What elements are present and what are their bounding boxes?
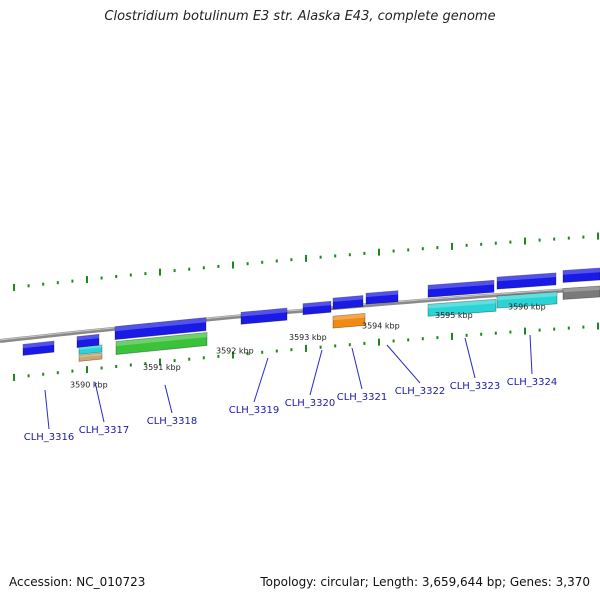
scale-label-3592: 3592 kbp: [216, 347, 254, 356]
leader-line-clh_3320: [309, 349, 323, 396]
backbone-ring: [0, 286, 600, 343]
scale-label-3595: 3595 kbp: [435, 311, 473, 320]
gene-clh-3317-cyan: [78, 344, 103, 355]
gene-labels: CLH_3316 CLH_3317 CLH_3318 CLH_3319 CLH_3320…: [24, 334, 558, 443]
gene-clh-3317-tan-shine: [79, 353, 102, 358]
accession-text: Accession: NC_010723: [9, 575, 146, 589]
gene-clh-3316: [22, 340, 55, 356]
leader-line-clh_3321: [351, 347, 363, 390]
gene-next: [562, 267, 600, 283]
gene-clh-3317-shine: [77, 334, 99, 341]
gene-label-clh_3316: CLH_3316: [24, 432, 75, 443]
leader-line-clh_3324: [529, 334, 533, 375]
outer-tick-ring: [13, 232, 599, 291]
gene-label-clh_3318: CLH_3318: [147, 416, 198, 427]
gene-clh-3316-shine: [23, 341, 54, 349]
gene-clh-3318: [114, 317, 207, 341]
gene-clh-3318-shine: [115, 317, 206, 332]
gene-clh-3323-shine: [428, 299, 496, 309]
gene-clh-3320: [302, 300, 332, 316]
gene-clh-3321a-shine: [333, 295, 363, 302]
scale-label-3591: 3591 kbp: [143, 363, 181, 372]
scale-label-3590: 3590 kbp: [70, 380, 108, 389]
gene-clh-3321a: [332, 295, 364, 310]
gene-clh-3323a-shine: [428, 280, 494, 290]
gene-clh-3318-green: [115, 332, 208, 355]
gene-clh-3321-shine: [333, 313, 365, 321]
gene-clh-3324a: [496, 272, 557, 290]
gene-clh-3323a: [427, 279, 495, 298]
gene-clh-3317-cyan-shine: [79, 345, 102, 350]
gene-clh-3320-shine: [303, 301, 331, 308]
inner-tick-ring: [13, 322, 599, 381]
scale-label-3596: 3596 kbp: [508, 302, 546, 311]
gene-clh-3324a-shine: [497, 272, 556, 282]
map-title: Clostridium botulinum E3 str. Alaska E43…: [104, 9, 496, 24]
gene-label-clh_3317: CLH_3317: [79, 425, 130, 436]
gene-next-shine: [563, 268, 600, 275]
gene-label-clh_3319: CLH_3319: [229, 405, 280, 416]
leader-line-clh_3323: [464, 337, 476, 379]
gene-label-clh_3323: CLH_3323: [450, 381, 501, 392]
gene-clh-3317: [76, 333, 100, 349]
gene-label-clh_3324: CLH_3324: [507, 377, 558, 388]
gene-gray: [562, 285, 600, 300]
topology-text: Topology: circular; Length: 3,659,644 bp…: [260, 575, 590, 589]
gene-clh-3318-green-shine: [116, 332, 207, 347]
leader-line-clh_3319: [253, 357, 269, 403]
scale-label-3593: 3593 kbp: [289, 333, 327, 342]
scale-label-3594: 3594 kbp: [362, 322, 400, 331]
gene-clh-3321: [332, 312, 366, 329]
leader-line-clh_3316: [44, 389, 50, 430]
gene-clh-3319-shine: [241, 308, 287, 317]
gene-clh-3319: [240, 307, 288, 325]
gene-gray-shine: [563, 286, 600, 293]
gene-clh-3322: [365, 290, 399, 305]
leader-line-clh_3318: [164, 384, 173, 414]
gene-clh-3324: [496, 291, 558, 309]
leader-line-clh_3322: [386, 344, 421, 384]
gene-features: [22, 267, 600, 362]
scale-labels: 3590 kbp 3591 kbp 3592 kbp 3593 kbp 3594 kbp…: [70, 302, 546, 389]
gene-label-clh_3322: CLH_3322: [395, 386, 446, 397]
gene-label-clh_3321: CLH_3321: [337, 392, 388, 403]
gene-clh-3322-shine: [366, 290, 398, 298]
backbone-highlight: [0, 286, 600, 341]
backbone-line: [0, 286, 600, 343]
gene-clh-3323: [427, 298, 497, 317]
gene-clh-3324-shine: [497, 291, 557, 301]
gene-label-clh_3320: CLH_3320: [285, 398, 336, 409]
gene-clh-3317-tan: [78, 352, 103, 362]
leader-line-clh_3317: [94, 381, 105, 423]
